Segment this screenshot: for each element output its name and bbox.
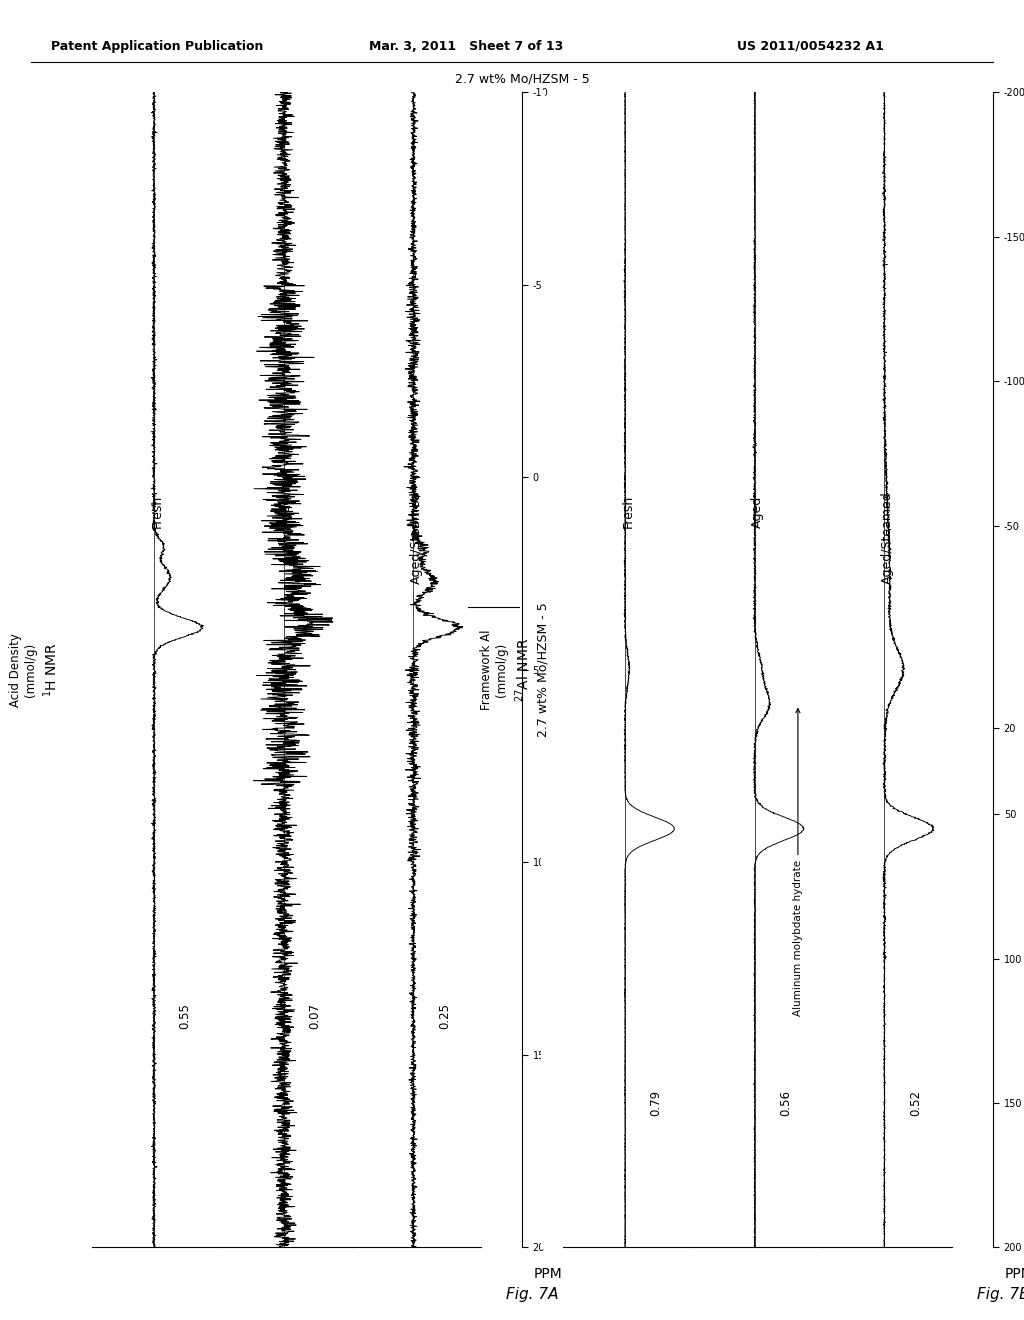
- Text: $^{1}$H NMR: $^{1}$H NMR: [42, 643, 60, 697]
- Text: 0.56: 0.56: [779, 1090, 793, 1115]
- Text: Aged: Aged: [281, 495, 293, 528]
- Text: $^{27}$Al NMR: $^{27}$Al NMR: [513, 638, 531, 702]
- Text: Fig. 7B: Fig. 7B: [977, 1287, 1024, 1302]
- Text: Fresh: Fresh: [622, 495, 635, 528]
- Text: 2.7 wt% Mo/HZSM - 5: 2.7 wt% Mo/HZSM - 5: [455, 73, 590, 86]
- Text: PPM: PPM: [1005, 1267, 1024, 1282]
- Text: 2.7 wt% Mo/HZSM - 5: 2.7 wt% Mo/HZSM - 5: [537, 602, 549, 738]
- Text: US 2011/0054232 A1: US 2011/0054232 A1: [737, 40, 884, 53]
- Text: PPM: PPM: [534, 1267, 562, 1282]
- Text: Patent Application Publication: Patent Application Publication: [51, 40, 263, 53]
- Text: Fresh: Fresh: [151, 495, 164, 528]
- Text: Aluminum molybdate hydrate: Aluminum molybdate hydrate: [793, 709, 803, 1016]
- Text: Aged/Steamed: Aged/Steamed: [881, 491, 894, 585]
- Text: Aged/Steamed: Aged/Steamed: [410, 491, 423, 585]
- Text: Acid Density
(mmol/g): Acid Density (mmol/g): [8, 634, 37, 706]
- Text: 0.55: 0.55: [178, 1003, 191, 1030]
- Text: 0.52: 0.52: [909, 1090, 922, 1115]
- Text: 0.07: 0.07: [308, 1003, 322, 1030]
- Text: Aged: Aged: [752, 495, 764, 528]
- Text: Mar. 3, 2011   Sheet 7 of 13: Mar. 3, 2011 Sheet 7 of 13: [369, 40, 563, 53]
- Text: 0.25: 0.25: [438, 1003, 451, 1030]
- Text: Framework Al
(mmol/g): Framework Al (mmol/g): [479, 630, 508, 710]
- Text: Fig. 7A: Fig. 7A: [506, 1287, 559, 1302]
- Text: 0.79: 0.79: [649, 1090, 663, 1117]
